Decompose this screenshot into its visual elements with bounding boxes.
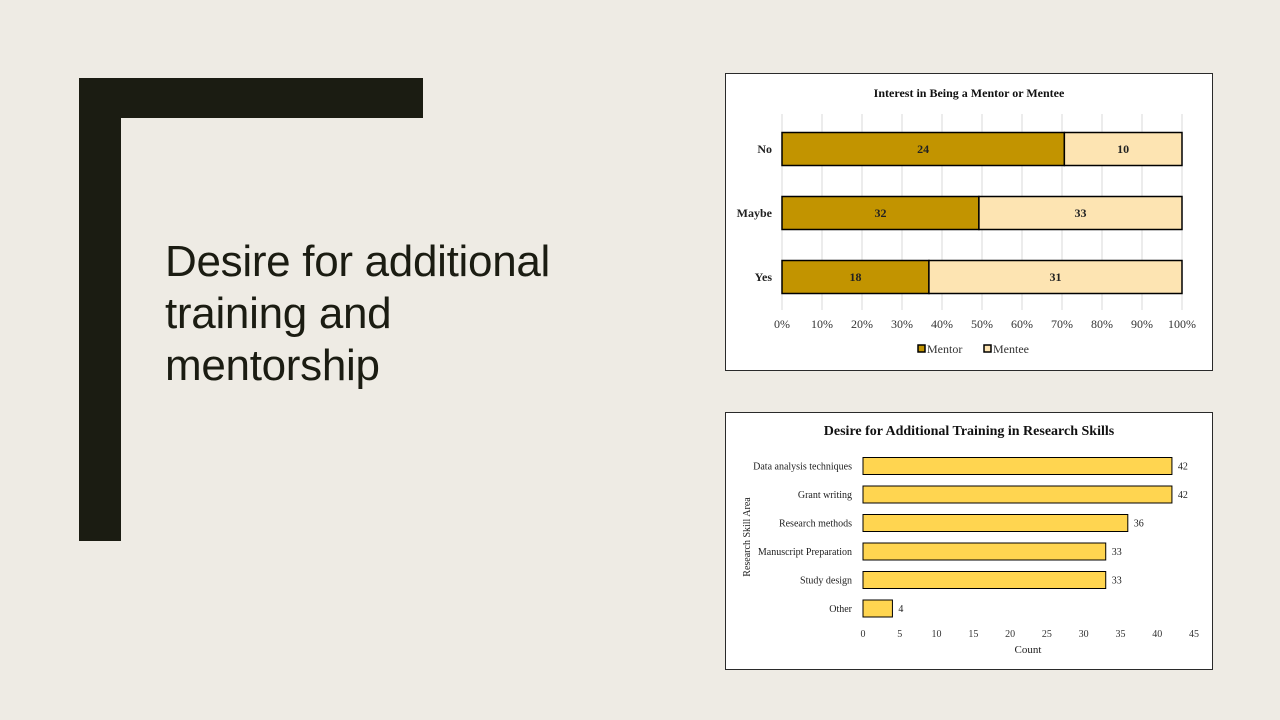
- bar-segment-mentee: [1063, 131, 1183, 167]
- title-line: mentorship: [165, 341, 380, 390]
- data-label: 33: [1074, 206, 1086, 220]
- research-skills-chart: Desire for Additional Training in Resear…: [725, 412, 1213, 670]
- x-tick-label: 40%: [931, 317, 953, 331]
- bar: [862, 457, 1173, 475]
- bar-segment-mentor: [781, 131, 1066, 167]
- accent-bracket-top: [79, 78, 423, 118]
- x-tick-label: 40: [1152, 629, 1162, 640]
- bar: [862, 599, 893, 618]
- slide-title: Desire for additional training and mento…: [165, 236, 625, 392]
- data-label: 42: [1178, 490, 1188, 501]
- research-skills-chart-svg: Desire for Additional Training in Resear…: [742, 424, 1199, 656]
- legend-swatch-mentee: [983, 344, 992, 353]
- category-label: Other: [829, 604, 852, 615]
- category-label: Manuscript Preparation: [758, 547, 852, 558]
- x-tick-label: 15: [968, 629, 978, 640]
- data-label: 10: [1117, 142, 1129, 156]
- category-label: Grant writing: [798, 490, 852, 501]
- x-tick-label: 0%: [774, 317, 790, 331]
- x-tick-label: 20%: [851, 317, 873, 331]
- x-tick-label: 25: [1042, 629, 1052, 640]
- x-tick-label: 45: [1189, 629, 1199, 640]
- category-label: Maybe: [737, 206, 773, 220]
- x-tick-label: 10%: [811, 317, 833, 331]
- x-tick-label: 20: [1005, 629, 1015, 640]
- chart-title: Desire for Additional Training in Resear…: [824, 424, 1115, 439]
- category-label: Research methods: [779, 519, 852, 530]
- data-label: 33: [1112, 547, 1122, 558]
- x-axis-label: Count: [1015, 644, 1042, 656]
- bar-segment-mentor: [781, 259, 930, 295]
- bar: [862, 485, 1173, 504]
- mentor-mentee-chart: Interest in Being a Mentor or Mentee 0% 10…: [725, 73, 1213, 371]
- x-tick-label: 5: [897, 629, 902, 640]
- bar-segment-mentee: [928, 259, 1183, 295]
- x-tick-label: 30: [1079, 629, 1089, 640]
- x-tick-label: 60%: [1011, 317, 1033, 331]
- x-tick-label: 70%: [1051, 317, 1073, 331]
- data-label: 42: [1178, 462, 1188, 473]
- category-label: Data analysis techniques: [753, 462, 852, 473]
- x-tick-label: 30%: [891, 317, 913, 331]
- legend-label: Mentee: [993, 342, 1029, 356]
- title-line: Desire for additional: [165, 237, 551, 286]
- data-label: 32: [874, 206, 886, 220]
- data-label: 36: [1134, 519, 1144, 530]
- data-label: 4: [898, 604, 903, 615]
- x-tick-label: 0: [861, 629, 866, 640]
- x-tick-label: 35: [1115, 629, 1125, 640]
- mentor-mentee-chart-svg: Interest in Being a Mentor or Mentee 0% 10…: [737, 86, 1196, 356]
- data-label: 31: [1049, 270, 1061, 284]
- category-label: No: [757, 142, 772, 156]
- bar: [862, 571, 1107, 589]
- bar-segment-mentee: [978, 195, 1183, 231]
- data-label: 18: [849, 270, 861, 284]
- title-line: training and: [165, 289, 392, 338]
- bar: [862, 514, 1129, 532]
- category-label: Yes: [755, 270, 773, 284]
- bar: [862, 542, 1107, 561]
- x-tick-label: 90%: [1131, 317, 1153, 331]
- chart-title: Interest in Being a Mentor or Mentee: [874, 86, 1065, 100]
- x-tick-label: 80%: [1091, 317, 1113, 331]
- data-label: 33: [1112, 576, 1122, 587]
- y-axis-label: Research Skill Area: [742, 497, 753, 577]
- legend-swatch-mentor: [917, 344, 926, 353]
- x-tick-label: 100%: [1168, 317, 1196, 331]
- category-label: Study design: [800, 576, 852, 587]
- accent-bracket-left: [79, 78, 121, 541]
- x-tick-label: 50%: [971, 317, 993, 331]
- data-label: 24: [917, 142, 929, 156]
- x-tick-label: 10: [932, 629, 942, 640]
- legend-label: Mentor: [927, 342, 962, 356]
